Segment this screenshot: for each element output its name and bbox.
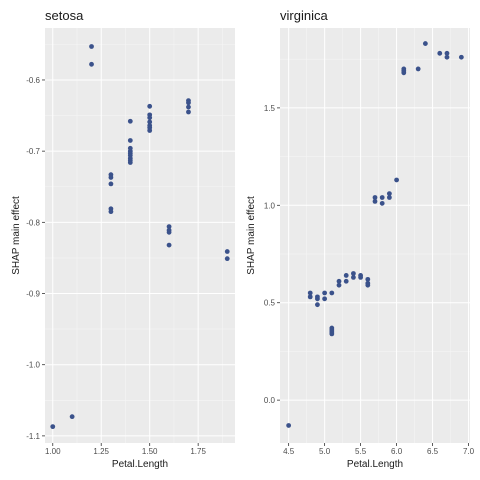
y-tick-label: -0.9 — [26, 290, 40, 299]
y-tick-label: -0.8 — [26, 218, 40, 227]
data-point — [166, 229, 172, 235]
data-point — [108, 175, 114, 180]
data-point — [351, 271, 356, 276]
y-axis-label: SHAP main effect — [11, 196, 22, 275]
data-point — [386, 191, 392, 197]
x-axis-label: Petal.Length — [347, 459, 403, 470]
data-point — [147, 103, 153, 109]
y-tick-label: -1.1 — [26, 432, 40, 441]
data-point — [89, 61, 94, 67]
data-point — [444, 54, 450, 60]
data-point — [127, 160, 133, 165]
data-point — [351, 274, 356, 280]
y-tick-label: 1.0 — [264, 201, 276, 210]
data-point — [415, 66, 421, 72]
panel-background — [45, 28, 235, 443]
data-point — [444, 50, 450, 56]
x-tick-label: 1.75 — [190, 447, 206, 456]
data-point — [50, 424, 56, 430]
data-point — [322, 290, 328, 296]
data-point — [329, 290, 335, 296]
data-point — [315, 294, 320, 300]
data-point — [147, 128, 153, 133]
data-point — [69, 414, 75, 420]
data-point — [394, 177, 399, 183]
y-tick-label: -0.6 — [26, 76, 40, 85]
data-point — [224, 249, 230, 254]
data-point — [336, 282, 342, 288]
data-point — [379, 200, 385, 206]
data-point — [186, 109, 191, 115]
data-point — [127, 118, 133, 124]
x-tick-label: 6.5 — [427, 447, 439, 456]
data-point — [365, 276, 371, 282]
facet-setosa: 1.00 1.25 1.50 1.75 -1.1 -1.0 -0.9 -0.8 -0.7 -0.6… — [11, 8, 235, 470]
data-point — [307, 290, 313, 296]
data-point — [336, 278, 342, 284]
x-tick-label: 1.00 — [45, 447, 61, 456]
x-tick-label: 7.0 — [463, 447, 475, 456]
data-point — [329, 325, 335, 331]
x-axis-label: Petal.Length — [112, 459, 168, 470]
data-point — [108, 209, 114, 215]
y-tick-label: 0.0 — [264, 396, 276, 405]
facet-title: setosa — [45, 8, 84, 23]
data-point — [307, 294, 313, 300]
x-tick-label: 6.0 — [391, 447, 403, 456]
data-point — [127, 138, 133, 143]
data-point — [166, 242, 172, 248]
data-point — [186, 104, 191, 110]
y-axis-label: SHAP main effect — [246, 196, 257, 275]
data-point — [458, 54, 464, 60]
data-point — [365, 280, 371, 286]
data-point — [343, 273, 349, 278]
x-tick-label: 1.50 — [142, 447, 158, 456]
data-point — [147, 119, 153, 125]
data-point — [386, 195, 392, 200]
y-tick-label: -1.0 — [26, 361, 40, 370]
x-tick-label: 5.0 — [319, 447, 331, 456]
data-point — [186, 100, 191, 106]
data-point — [437, 50, 443, 56]
data-point — [422, 41, 428, 46]
facet-title: virginica — [280, 8, 328, 23]
facet-virginica: 4.5 5.0 5.5 6.0 6.5 7.0 0.0 0.5 1.0 1.5 virginica P… — [246, 8, 475, 470]
data-point — [224, 256, 230, 262]
data-point — [147, 115, 153, 121]
data-point — [108, 181, 114, 187]
data-point — [358, 273, 364, 278]
x-tick-label: 5.5 — [355, 447, 367, 456]
y-tick-label: 0.5 — [264, 299, 276, 308]
x-tick-label: 1.25 — [93, 447, 109, 456]
data-point — [322, 296, 328, 302]
data-point — [372, 199, 378, 204]
data-point — [379, 195, 385, 200]
data-point — [166, 224, 172, 230]
panel-background — [280, 28, 470, 443]
y-tick-label: 1.5 — [264, 104, 276, 113]
x-tick-label: 4.5 — [283, 447, 295, 456]
data-point — [401, 66, 407, 72]
data-point — [315, 302, 320, 308]
data-point — [372, 195, 378, 200]
facets: 1.00 1.25 1.50 1.75 -1.1 -1.0 -0.9 -0.8 -0.7 -0.6… — [11, 8, 475, 470]
data-point — [89, 44, 94, 49]
data-point — [286, 423, 292, 428]
data-point — [343, 278, 349, 284]
y-tick-label: -0.7 — [26, 147, 40, 156]
